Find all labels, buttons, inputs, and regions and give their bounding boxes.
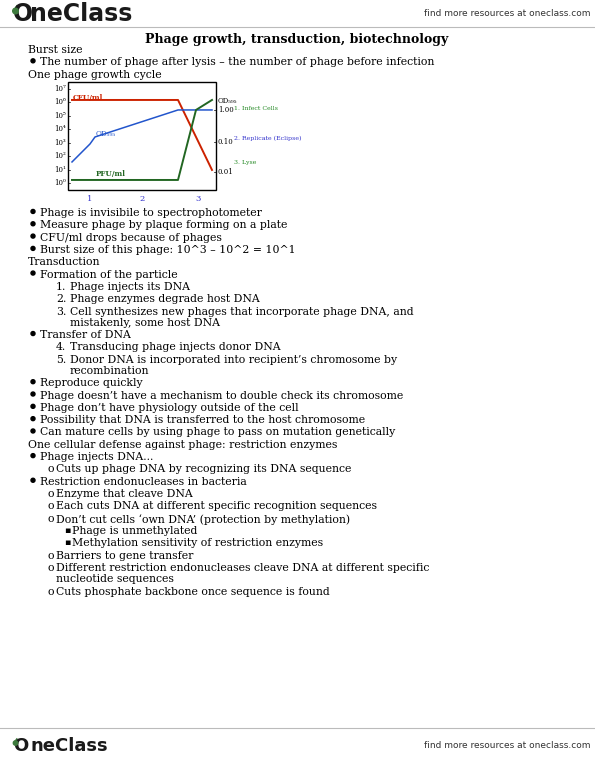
Text: 5.: 5. — [56, 355, 66, 365]
Circle shape — [31, 392, 35, 396]
Text: Phage injects DNA...: Phage injects DNA... — [40, 452, 154, 462]
Circle shape — [31, 59, 35, 63]
Text: 10²: 10² — [54, 152, 66, 160]
Text: 2: 2 — [139, 195, 145, 203]
Text: Phage is invisibile to spectrophotometer: Phage is invisibile to spectrophotometer — [40, 208, 262, 218]
Text: Measure phage by plaque forming on a plate: Measure phage by plaque forming on a pla… — [40, 220, 287, 230]
Text: OD₅₉₅: OD₅₉₅ — [96, 130, 116, 138]
Text: Burst size of this phage: 10^3 – 10^2 = 10^1: Burst size of this phage: 10^3 – 10^2 = … — [40, 245, 296, 255]
Text: mistakenly, some host DNA: mistakenly, some host DNA — [70, 318, 220, 328]
Text: Can mature cells by using phage to pass on mutation genetically: Can mature cells by using phage to pass … — [40, 427, 395, 437]
Circle shape — [12, 8, 18, 14]
Text: One cellular defense against phage: restriction enzymes: One cellular defense against phage: rest… — [28, 440, 337, 450]
Text: Cell synthesizes new phages that incorporate phage DNA, and: Cell synthesizes new phages that incorpo… — [70, 306, 414, 316]
Text: 10⁴: 10⁴ — [54, 126, 66, 133]
Text: Reproduce quickly: Reproduce quickly — [40, 378, 143, 388]
Text: recombination: recombination — [70, 366, 149, 376]
Text: 1.: 1. — [56, 282, 67, 292]
Text: 10³: 10³ — [54, 139, 66, 146]
Text: o: o — [48, 514, 55, 524]
Circle shape — [31, 404, 35, 408]
Text: Phage injects its DNA: Phage injects its DNA — [70, 282, 190, 292]
Text: 3.: 3. — [56, 306, 67, 316]
Text: Transducing phage injects donor DNA: Transducing phage injects donor DNA — [70, 343, 281, 353]
Text: Barriers to gene transfer: Barriers to gene transfer — [56, 551, 193, 561]
Text: o: o — [48, 489, 55, 499]
Text: Phage enzymes degrade host DNA: Phage enzymes degrade host DNA — [70, 294, 260, 304]
Text: Enzyme that cleave DNA: Enzyme that cleave DNA — [56, 489, 193, 499]
Text: Formation of the particle: Formation of the particle — [40, 270, 178, 280]
Text: neClass: neClass — [30, 737, 108, 755]
Text: Methylation sensitivity of restriction enzymes: Methylation sensitivity of restriction e… — [72, 538, 323, 548]
Text: Possibility that DNA is transferred to the host chromosome: Possibility that DNA is transferred to t… — [40, 415, 365, 425]
Text: Transfer of DNA: Transfer of DNA — [40, 330, 131, 340]
Text: 1.00: 1.00 — [218, 106, 234, 114]
Circle shape — [31, 454, 35, 457]
Text: o: o — [48, 551, 55, 561]
Text: Cuts phosphate backbone once sequence is found: Cuts phosphate backbone once sequence is… — [56, 587, 330, 597]
Text: O: O — [13, 2, 33, 26]
Text: 10⁰: 10⁰ — [54, 179, 66, 187]
FancyBboxPatch shape — [68, 82, 216, 190]
Text: o: o — [48, 501, 55, 511]
Text: o: o — [48, 563, 55, 573]
Circle shape — [31, 209, 35, 213]
Text: ▪: ▪ — [64, 538, 70, 547]
Text: 1. Infect Cells: 1. Infect Cells — [234, 106, 278, 111]
Text: 10⁶: 10⁶ — [54, 99, 66, 106]
Text: 10⁷: 10⁷ — [54, 85, 66, 93]
Text: Phage don’t have physiology outside of the cell: Phage don’t have physiology outside of t… — [40, 403, 299, 413]
Text: OD₅₉₅: OD₅₉₅ — [218, 97, 237, 105]
Text: 10¹: 10¹ — [54, 166, 66, 173]
Text: 0.10: 0.10 — [218, 138, 234, 146]
Text: Phage is unmethylated: Phage is unmethylated — [72, 526, 198, 536]
Text: nucleotide sequences: nucleotide sequences — [56, 574, 174, 584]
Text: CFU/ml drops because of phages: CFU/ml drops because of phages — [40, 233, 222, 243]
Text: Phage growth, transduction, biotechnology: Phage growth, transduction, biotechnolog… — [145, 33, 449, 46]
Circle shape — [31, 380, 35, 383]
Text: One phage growth cycle: One phage growth cycle — [28, 69, 162, 79]
Text: Transduction: Transduction — [28, 257, 101, 267]
Text: Different restriction endonucleases cleave DNA at different specific: Different restriction endonucleases clea… — [56, 563, 430, 573]
Circle shape — [31, 246, 35, 250]
Text: O: O — [13, 737, 28, 755]
Text: Burst size: Burst size — [28, 45, 83, 55]
Text: neClass: neClass — [30, 2, 132, 26]
Text: 1: 1 — [87, 195, 93, 203]
Circle shape — [31, 271, 35, 275]
Text: o: o — [48, 587, 55, 597]
Circle shape — [31, 478, 35, 482]
Text: 3: 3 — [195, 195, 201, 203]
Text: PFU/ml: PFU/ml — [96, 170, 126, 178]
Text: o: o — [48, 464, 55, 474]
Circle shape — [31, 332, 35, 336]
Circle shape — [31, 222, 35, 226]
Circle shape — [31, 429, 35, 433]
Text: 10⁵: 10⁵ — [54, 112, 66, 120]
Text: The number of phage after lysis – the number of phage before infection: The number of phage after lysis – the nu… — [40, 57, 434, 67]
Text: CFU/ml: CFU/ml — [73, 94, 104, 102]
Text: 0.01: 0.01 — [218, 168, 234, 176]
Text: Each cuts DNA at different specific recognition sequences: Each cuts DNA at different specific reco… — [56, 501, 377, 511]
Text: Restriction endonucleases in bacteria: Restriction endonucleases in bacteria — [40, 477, 247, 487]
Circle shape — [31, 234, 35, 238]
Text: Donor DNA is incorporated into recipient’s chromosome by: Donor DNA is incorporated into recipient… — [70, 355, 397, 365]
Text: find more resources at oneclass.com: find more resources at oneclass.com — [424, 9, 590, 18]
Text: Cuts up phage DNA by recognizing its DNA sequence: Cuts up phage DNA by recognizing its DNA… — [56, 464, 352, 474]
Text: 3. Lyse: 3. Lyse — [234, 160, 256, 165]
Circle shape — [13, 741, 18, 745]
Text: 2.: 2. — [56, 294, 67, 304]
Text: 2. Replicate (Eclipse): 2. Replicate (Eclipse) — [234, 136, 302, 141]
Text: Don’t cut cells ‘own DNA’ (protection by methylation): Don’t cut cells ‘own DNA’ (protection by… — [56, 514, 350, 524]
Text: 4.: 4. — [56, 343, 66, 353]
Text: ▪: ▪ — [64, 526, 70, 535]
Text: Phage doesn’t have a mechanism to double check its chromosome: Phage doesn’t have a mechanism to double… — [40, 390, 403, 400]
Circle shape — [31, 417, 35, 420]
Text: find more resources at oneclass.com: find more resources at oneclass.com — [424, 742, 590, 751]
